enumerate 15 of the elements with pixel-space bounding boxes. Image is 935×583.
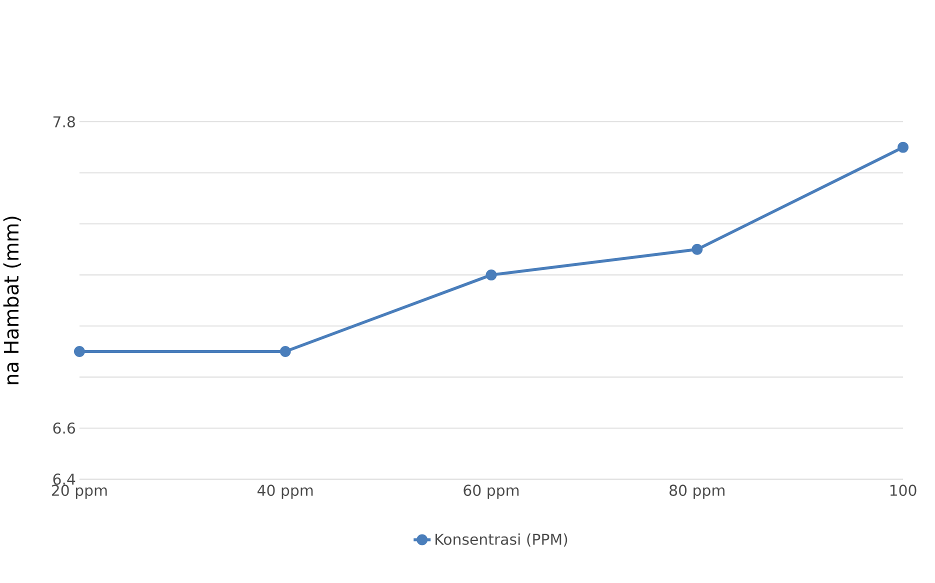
point (486, 269, 497, 280)
point (692, 244, 703, 255)
point (280, 346, 291, 358)
y-tick-label: 6.6 (53, 422, 76, 434)
point (74, 346, 85, 358)
x-tick-label: 20 ppm (52, 484, 107, 499)
point (898, 142, 909, 153)
y-axis-title: na Hambat (mm) (3, 216, 22, 384)
y-tick-label: 6.4 (53, 474, 76, 485)
x-tick-label: 40 ppm (258, 484, 313, 499)
x-tick-label: 100 (890, 484, 916, 496)
y-tick-label: 7.8 (53, 116, 75, 128)
legend-label: Konsentrasi (PPM) (436, 533, 568, 547)
x-tick-label: 60 ppm (464, 484, 519, 499)
x-tick-label: 80 ppm (670, 484, 724, 499)
